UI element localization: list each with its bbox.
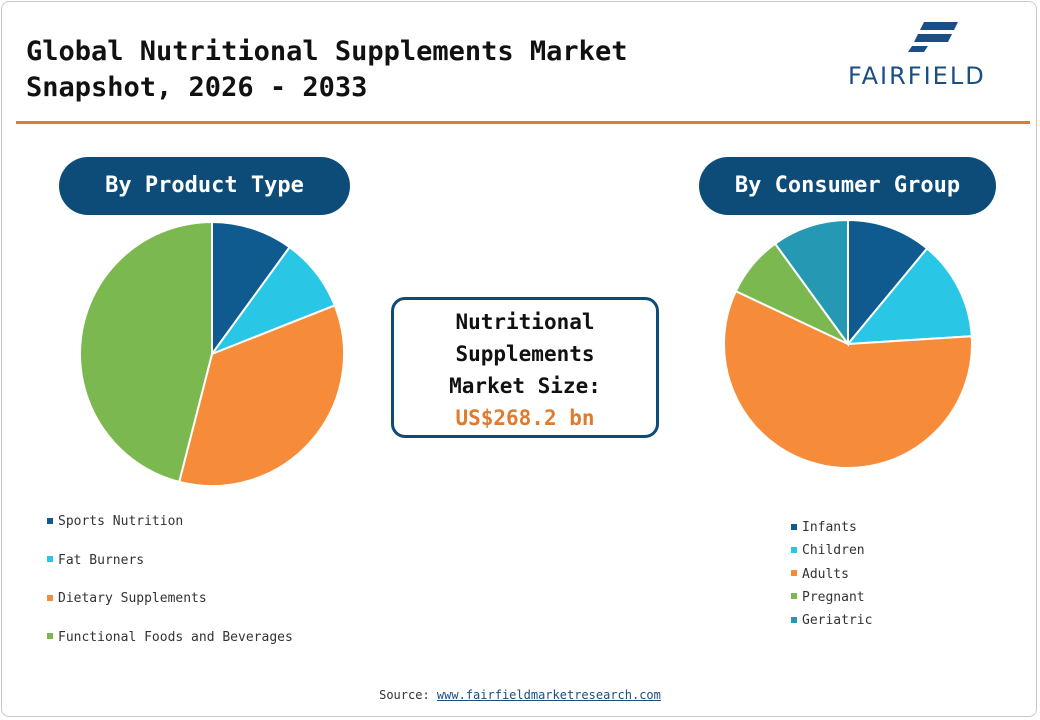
legend-swatch bbox=[47, 556, 53, 562]
product-type-heading: By Product Type bbox=[59, 157, 350, 215]
legend-label: Geriatric bbox=[802, 613, 873, 629]
legend-item-pregnant: Pregnant bbox=[791, 590, 865, 605]
market-size-value: US$268.2 bn bbox=[455, 406, 595, 430]
legend-item-functional-foods-and-beverages: Functional Foods and Beverages bbox=[47, 630, 293, 645]
market-size-line-2: Supplements bbox=[455, 342, 595, 366]
legend-swatch bbox=[791, 546, 797, 553]
legend-label: Functional Foods and Beverages bbox=[58, 629, 293, 645]
product-type-legend: Sports Nutrition Fat Burners Dietary Suppl… bbox=[47, 514, 367, 654]
legend-item-infants: Infants bbox=[791, 520, 857, 535]
consumer-group-pie bbox=[723, 218, 973, 469]
fairfield-logo-icon bbox=[908, 22, 958, 52]
legend-label: Children bbox=[802, 543, 865, 559]
legend-label: Adults bbox=[802, 566, 849, 582]
market-size-line-1: Nutritional bbox=[455, 310, 595, 334]
page-title: Global Nutritional Supplements Market Sn… bbox=[26, 34, 627, 106]
legend-item-sports-nutrition: Sports Nutrition bbox=[47, 514, 183, 529]
pie-slice-children bbox=[845, 247, 973, 346]
legend-swatch bbox=[47, 594, 53, 601]
source-label: Source: bbox=[379, 688, 430, 702]
pie-slice-adults bbox=[723, 289, 973, 469]
legend-swatch bbox=[47, 633, 53, 639]
pie-slice-geriatric bbox=[773, 218, 849, 348]
pie-slice-dietary-supplements bbox=[177, 304, 345, 487]
header-divider bbox=[16, 121, 1030, 124]
legend-swatch bbox=[791, 593, 797, 600]
logo-text: FAIRFIELD bbox=[848, 62, 986, 90]
legend-item-children: Children bbox=[791, 543, 865, 558]
legend-item-geriatric: Geriatric bbox=[791, 613, 872, 628]
consumer-group-heading: By Consumer Group bbox=[699, 157, 996, 215]
fairfield-logo: FAIRFIELD bbox=[848, 18, 1024, 90]
legend-label: Dietary Supplements bbox=[58, 591, 207, 606]
title-line-1: Global Nutritional Supplements Market bbox=[26, 36, 628, 67]
legend-label: Pregnant bbox=[802, 589, 865, 605]
legend-item-adults: Adults bbox=[791, 567, 849, 582]
pie-slice-functional-foods-and-beverages bbox=[79, 220, 213, 484]
legend-swatch bbox=[47, 517, 53, 524]
market-size-line-3: Market Size: bbox=[449, 374, 601, 398]
legend-swatch bbox=[791, 570, 797, 577]
pie-slice-infants bbox=[847, 218, 929, 347]
legend-label: Fat Burners bbox=[58, 552, 145, 568]
product-type-pie bbox=[79, 220, 345, 487]
legend-swatch bbox=[791, 616, 797, 623]
pie-slice-sports-nutrition bbox=[211, 220, 291, 358]
source-footer: Source: www.fairfieldmarketresearch.com bbox=[0, 688, 1040, 702]
source-link[interactable]: www.fairfieldmarketresearch.com bbox=[436, 688, 661, 702]
consumer-group-legend: Infants Children Adults Pregnant Geriatric bbox=[791, 520, 991, 640]
title-line-2: Snapshot, 2026 - 2033 bbox=[26, 72, 368, 103]
legend-label: Sports Nutrition bbox=[58, 514, 184, 529]
legend-swatch bbox=[791, 523, 797, 530]
legend-item-fat-burners: Fat Burners bbox=[47, 553, 144, 568]
legend-label: Infants bbox=[802, 520, 857, 535]
legend-item-dietary-supplements: Dietary Supplements bbox=[47, 591, 207, 606]
market-size-box: Nutritional Supplements Market Size: US$… bbox=[391, 297, 659, 438]
